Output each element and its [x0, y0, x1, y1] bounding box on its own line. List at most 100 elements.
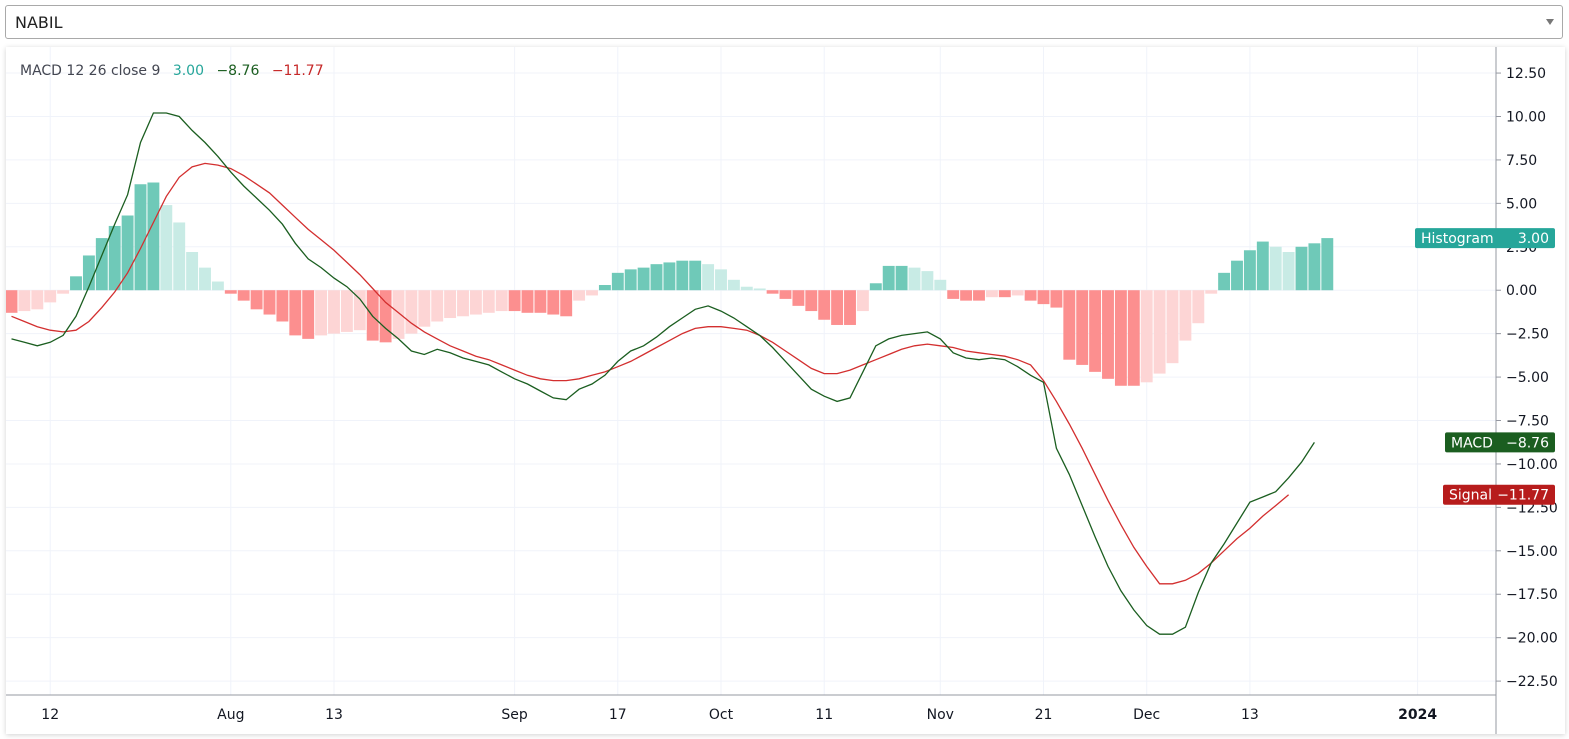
histogram-bar	[650, 264, 663, 291]
y-tick-label: 5.00	[1506, 196, 1537, 212]
histogram-bar	[611, 272, 624, 291]
histogram-bar	[1282, 251, 1295, 291]
histogram-bar	[1127, 290, 1140, 386]
histogram-bar	[1140, 290, 1153, 383]
histogram-bar	[6, 290, 18, 313]
histogram-bar	[947, 290, 960, 299]
histogram-bar	[663, 262, 676, 291]
histogram-bar	[469, 290, 482, 315]
x-tick-label: Sep	[501, 707, 528, 723]
histogram-bar	[173, 222, 186, 291]
histogram-bar	[598, 285, 611, 291]
histogram-bar	[637, 267, 650, 291]
histogram-bar	[985, 290, 998, 298]
y-tick-label: 10.00	[1506, 109, 1546, 125]
y-tick-label: −7.50	[1506, 414, 1549, 430]
histogram-bar	[340, 290, 353, 332]
x-axis-ticks: 12 Aug 13 Sep 17 Oct 11 Nov 21 Dec 13 2024	[41, 707, 1437, 723]
histogram-bar	[973, 290, 985, 301]
histogram-bar	[1166, 290, 1179, 364]
histogram-bar	[689, 260, 702, 291]
y-tick-label: −22.50	[1506, 674, 1558, 690]
histogram-bar	[624, 269, 637, 291]
chart-grid	[6, 47, 1496, 695]
y-axis-ticks: 12.5010.007.505.002.500.00−2.50−5.00−7.5…	[1496, 66, 1558, 690]
histogram-price-tag: Histogram 3.00	[1415, 228, 1555, 249]
histogram-bar	[82, 255, 95, 291]
histogram-bar	[1256, 241, 1269, 291]
histogram-bar	[676, 260, 689, 291]
x-tick-label: Aug	[217, 707, 244, 723]
histogram-bar	[960, 290, 973, 301]
histogram-bar	[534, 290, 547, 313]
histogram-bar	[779, 290, 792, 299]
histogram-bar	[134, 184, 147, 291]
histogram-bar	[547, 290, 560, 315]
histogram-bar	[934, 279, 947, 291]
histogram-bar	[328, 290, 340, 334]
histogram-bar	[1179, 290, 1192, 341]
histogram-bar	[199, 267, 211, 291]
histogram-bar	[302, 290, 315, 339]
legend-macd-value: −8.76	[216, 63, 259, 79]
histogram-bar	[1295, 246, 1308, 291]
histogram-bar	[482, 290, 495, 313]
signal-tag-label: Signal	[1449, 488, 1492, 504]
legend-label: MACD 12 26 close 9	[20, 63, 160, 79]
histogram-bar	[495, 290, 508, 312]
macd-tag-label: MACD	[1451, 435, 1493, 451]
histogram-bar	[882, 265, 895, 291]
macd-chart[interactable]: 12.5010.007.505.002.500.00−2.50−5.00−7.5…	[6, 47, 1565, 734]
histogram-bar	[31, 290, 44, 310]
histogram-bar	[766, 290, 779, 294]
histogram-bar	[70, 276, 82, 291]
macd-chart-panel[interactable]: 12.5010.007.505.002.500.00−2.50−5.00−7.5…	[6, 47, 1565, 734]
signal-line	[11, 162, 1290, 585]
histogram-bar	[1321, 238, 1334, 291]
histogram-bar	[1076, 290, 1089, 365]
histogram-bar	[1231, 260, 1243, 291]
histogram-bar	[250, 290, 263, 310]
histogram-bar	[740, 286, 753, 291]
histogram-bar	[998, 290, 1011, 298]
histogram-bar	[831, 290, 844, 325]
histogram-bar	[95, 238, 108, 291]
y-tick-label: 0.00	[1506, 283, 1537, 299]
histogram-bar	[379, 290, 392, 343]
y-tick-label: −5.00	[1506, 370, 1549, 386]
histogram-bar	[276, 290, 289, 322]
indicator-lines	[11, 112, 1315, 635]
histogram-bar	[289, 290, 302, 336]
x-tick-label: Oct	[709, 707, 734, 723]
signal-tag-value: −11.77	[1497, 488, 1549, 504]
histogram-bar	[508, 290, 521, 312]
symbol-select[interactable]: NABIL	[5, 5, 1563, 39]
histogram-bar	[715, 269, 727, 291]
x-tick-label: 12	[41, 707, 59, 723]
histogram-bar	[186, 251, 199, 291]
histogram-bar	[895, 265, 908, 291]
x-tick-label: 21	[1035, 707, 1053, 723]
histogram-bars	[6, 182, 1334, 386]
histogram-bar	[1089, 290, 1102, 372]
histogram-bar	[1269, 246, 1282, 291]
histogram-bar	[444, 290, 457, 319]
legend: MACD 12 26 close 9 3.00 −8.76 −11.77	[20, 63, 324, 79]
macd-line	[11, 112, 1315, 635]
histogram-bar	[211, 281, 224, 291]
histogram-bar	[1153, 290, 1166, 374]
y-tick-label: 7.50	[1506, 153, 1537, 169]
histogram-bar	[869, 283, 882, 291]
histogram-tag-label: Histogram	[1421, 231, 1494, 247]
histogram-bar	[1011, 290, 1024, 296]
y-tick-label: −20.00	[1506, 631, 1558, 647]
histogram-bar	[108, 225, 121, 291]
histogram-bar	[315, 290, 328, 336]
histogram-bar	[1024, 290, 1037, 301]
x-tick-label: 11	[815, 707, 833, 723]
histogram-bar	[405, 290, 418, 334]
histogram-bar	[921, 271, 934, 291]
chevron-down-icon[interactable]	[1546, 19, 1554, 25]
y-tick-label: −17.50	[1506, 587, 1558, 603]
histogram-bar	[573, 290, 586, 301]
